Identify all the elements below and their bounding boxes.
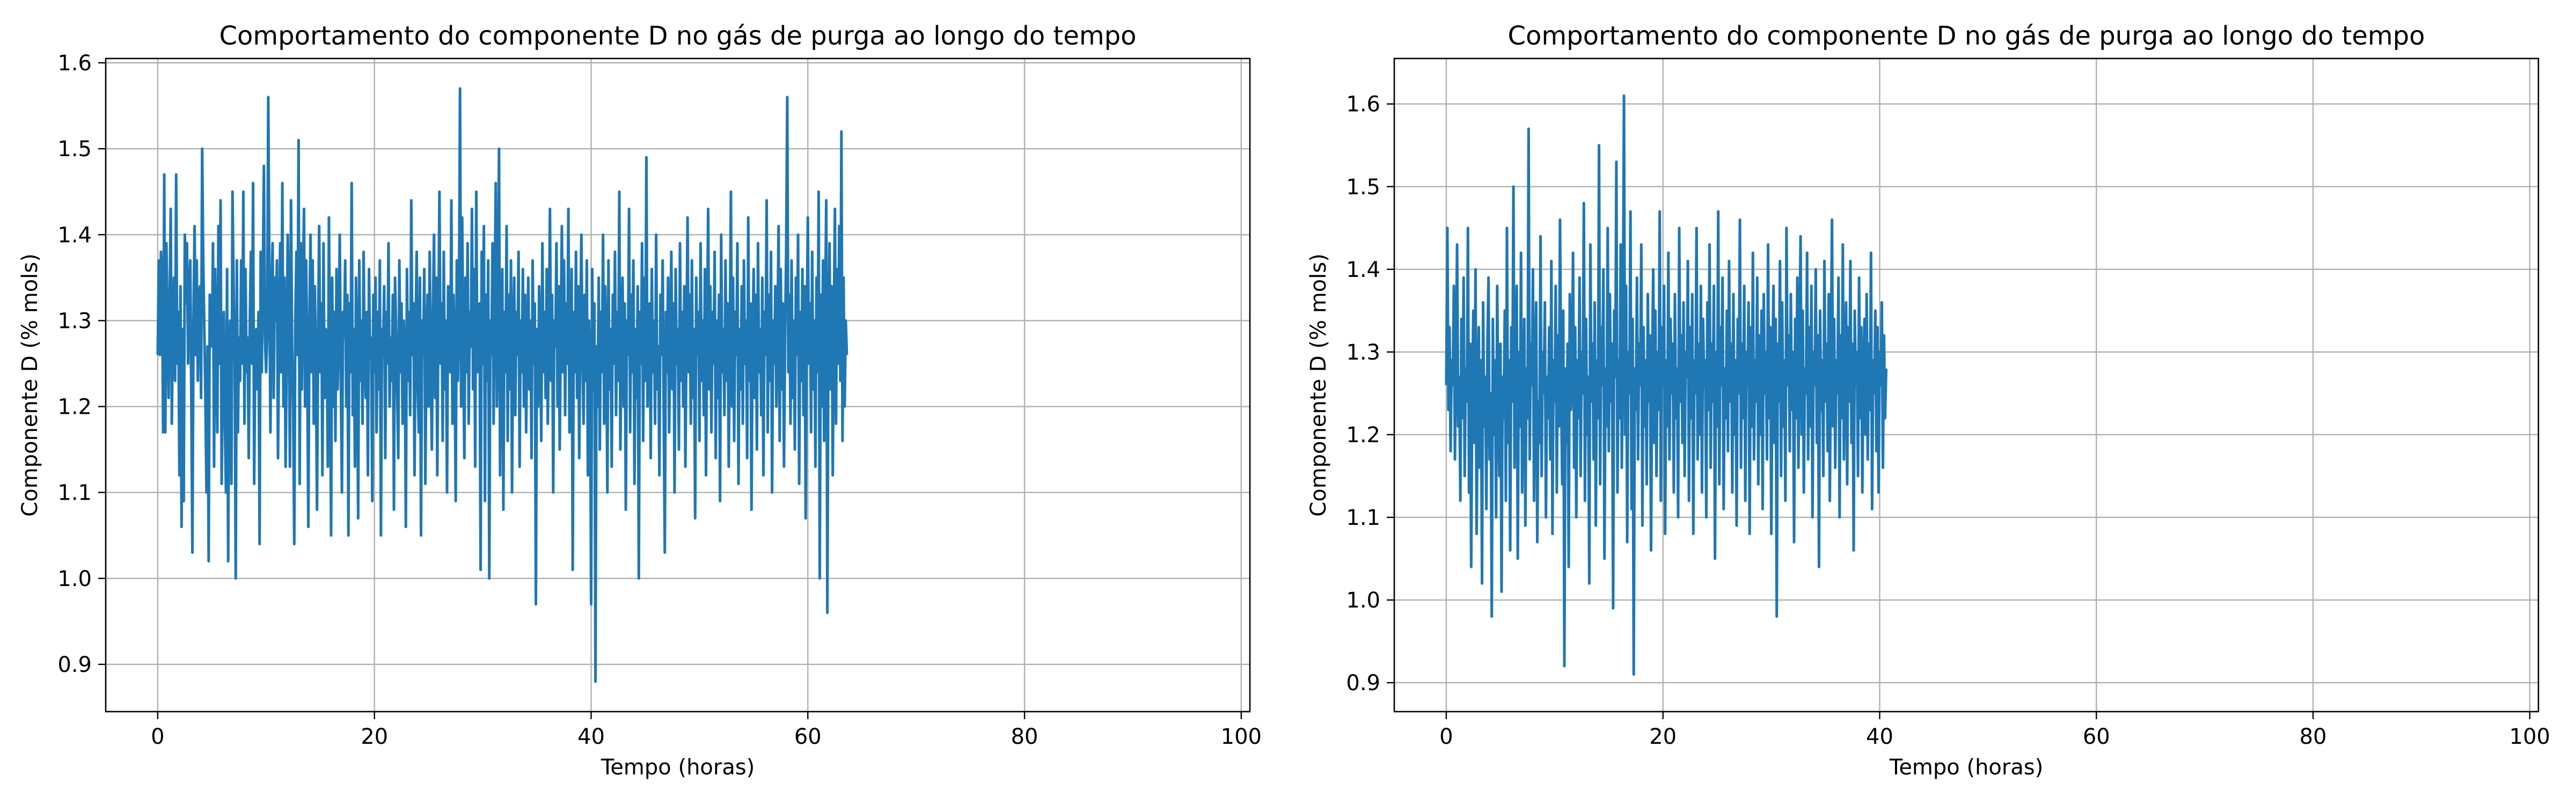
x-tick-label: 60 [2083, 724, 2110, 749]
x-tick-label: 100 [2509, 724, 2550, 749]
x-tick-label: 40 [1866, 724, 1893, 749]
y-tick-label: 1.4 [1346, 258, 1380, 282]
series-line-1 [156, 87, 848, 683]
axes-frame [105, 57, 1251, 713]
chart-1: 0 20 40 60 80 100 0.9 1.0 1.1 1.2 1.3 1.4 1.5 1.6 Comp… [18, 21, 1262, 780]
x-tick-label: 20 [1649, 724, 1677, 749]
y-tick-label: 1.3 [57, 309, 92, 333]
y-tick-label: 1.1 [57, 481, 92, 506]
y-axis-label: Componente D (% mols) [1306, 253, 1331, 516]
y-tick-label: 1.0 [57, 567, 92, 591]
y-tick-label: 1.6 [57, 51, 92, 76]
chart-2: 0 20 40 60 80 100 0.9 1.0 1.1 1.2 1.3 1.4 1.5 1.6 Comp… [1306, 21, 2550, 780]
x-axis-label: Tempo (horas) [601, 755, 755, 780]
axes-frame [1393, 57, 2540, 713]
x-tick-label: 0 [151, 724, 164, 749]
x-tick-label: 20 [361, 724, 388, 749]
x-tick-label: 80 [1011, 724, 1038, 749]
x-tick-label: 40 [577, 724, 605, 749]
x-axis-label: Tempo (horas) [1889, 755, 2044, 780]
y-tick-label: 1.4 [57, 223, 92, 247]
x-tick-label: 0 [1439, 724, 1453, 749]
y-tick-label: 1.1 [1346, 506, 1380, 530]
x-tick-label: 60 [794, 724, 822, 749]
y-tick-label: 1.5 [57, 137, 92, 162]
y-tick-label: 1.3 [1346, 340, 1380, 365]
y-tick-label: 1.2 [57, 395, 92, 420]
x-tick-label: 100 [1221, 724, 1262, 749]
y-tick-label: 1.5 [1346, 175, 1380, 200]
y-tick-label: 1.2 [1346, 423, 1380, 448]
series-line-1 [1445, 94, 1888, 676]
chart-title: Comportamento do componente D no gás de … [219, 21, 1137, 51]
y-tick-label: 1.0 [1346, 588, 1380, 613]
y-tick-label: 1.6 [1346, 92, 1380, 117]
x-tick-label: 80 [2300, 724, 2327, 749]
y-tick-label: 0.9 [57, 653, 92, 677]
y-tick-label: 0.9 [1346, 671, 1380, 696]
y-axis-label: Componente D (% mols) [18, 253, 42, 516]
chart-title: Comportamento do componente D no gás de … [1508, 21, 2425, 51]
